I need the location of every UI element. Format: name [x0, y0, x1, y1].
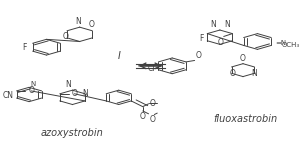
Text: O: O	[150, 114, 156, 124]
Text: N: N	[75, 17, 81, 26]
Text: O: O	[62, 32, 68, 41]
Text: N: N	[83, 89, 88, 98]
Text: F: F	[200, 34, 204, 43]
Text: N: N	[65, 80, 71, 89]
Text: F: F	[22, 43, 26, 52]
Text: OCH₃: OCH₃	[282, 42, 299, 48]
Text: O: O	[218, 38, 224, 47]
Text: azoxystrobin: azoxystrobin	[41, 128, 104, 138]
Text: O: O	[88, 20, 94, 29]
Text: N: N	[210, 20, 216, 29]
Text: O: O	[240, 54, 246, 63]
Text: fluoxastrobin: fluoxastrobin	[214, 114, 278, 124]
Text: N: N	[251, 69, 257, 78]
Text: O: O	[229, 69, 235, 78]
Text: N: N	[30, 81, 36, 87]
Text: N: N	[224, 20, 230, 29]
Text: Cl: Cl	[147, 64, 155, 73]
Text: =N: =N	[275, 40, 286, 46]
Text: CN: CN	[2, 91, 13, 100]
Text: O: O	[140, 112, 146, 121]
Text: O: O	[28, 86, 34, 95]
Text: I: I	[117, 51, 120, 61]
Text: O: O	[150, 99, 156, 108]
Text: O: O	[196, 51, 202, 60]
Text: O: O	[71, 89, 78, 98]
